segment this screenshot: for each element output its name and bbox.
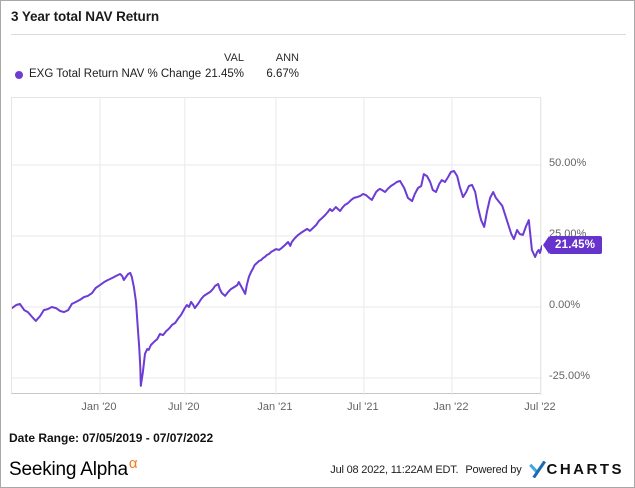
- ycharts-logo: CHARTS: [528, 461, 625, 478]
- series-dot-icon: [15, 71, 23, 79]
- title-divider: [11, 34, 626, 35]
- x-tick-label: Jan '21: [257, 401, 293, 413]
- seeking-alpha-logo: Seeking Alphaα: [9, 455, 138, 481]
- ycharts-text: CHARTS: [546, 461, 624, 478]
- series-ann: 6.67%: [266, 68, 299, 80]
- powered-by-label: Powered by: [465, 463, 522, 476]
- y-tick-label: -25.00%: [549, 369, 590, 382]
- series-label: EXG Total Return NAV % Change: [29, 68, 202, 80]
- y-tick-label: 50.00%: [549, 157, 587, 169]
- series-val: 21.45%: [204, 68, 244, 80]
- last-value-badge: 21.45%: [549, 236, 603, 255]
- timestamp-label: Jul 08 2022, 11:22AM EDT.: [330, 463, 459, 476]
- ycharts-y-icon: [528, 461, 546, 478]
- legend-ann-header: ANN: [275, 52, 299, 64]
- seeking-alpha-text: Seeking Alpha: [9, 459, 128, 480]
- x-tick-label: Jul '20: [168, 401, 200, 413]
- seeking-alpha-alpha-icon: α: [128, 455, 138, 472]
- x-tick-label: Jan '22: [433, 401, 469, 413]
- x-tick-label: Jul '21: [347, 401, 379, 413]
- page-title: 3 Year total NAV Return: [11, 9, 159, 24]
- y-tick-label: 0.00%: [549, 298, 581, 311]
- date-range-label: Date Range: 07/05/2019 - 07/07/2022: [9, 431, 214, 445]
- plot-area: [11, 97, 542, 395]
- footer-right: Jul 08 2022, 11:22AM EDT. Powered by CHA…: [330, 461, 624, 478]
- x-tick-label: Jan '20: [81, 401, 117, 413]
- legend-val-header: VAL: [224, 52, 244, 64]
- chart-svg: [12, 98, 542, 395]
- x-tick-label: Jul '22: [524, 401, 556, 413]
